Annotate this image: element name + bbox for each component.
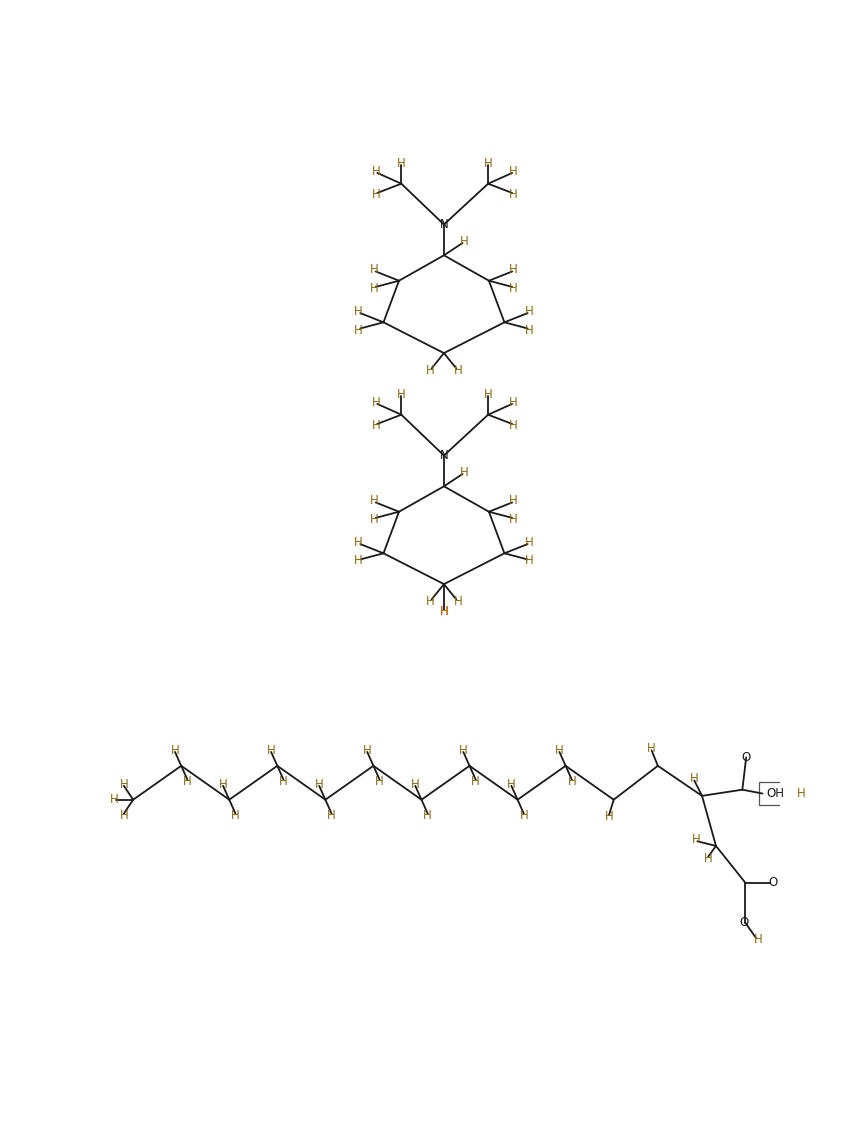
Text: H: H — [279, 775, 288, 787]
Text: O: O — [769, 876, 778, 889]
Text: H: H — [509, 188, 518, 201]
Text: H: H — [355, 536, 363, 550]
Text: H: H — [440, 605, 448, 619]
Text: H: H — [183, 775, 192, 787]
Text: H: H — [797, 787, 805, 800]
Text: H: H — [426, 595, 434, 607]
Text: H: H — [171, 744, 179, 757]
Text: H: H — [370, 494, 379, 508]
Text: H: H — [525, 554, 533, 568]
Text: O: O — [741, 751, 751, 764]
Text: H: H — [371, 188, 380, 201]
Text: H: H — [704, 852, 713, 864]
Text: H: H — [397, 389, 406, 401]
Text: H: H — [327, 809, 336, 821]
Text: H: H — [525, 324, 533, 337]
Text: O: O — [740, 917, 748, 929]
Text: H: H — [315, 777, 323, 791]
Text: OH: OH — [766, 787, 784, 800]
Text: H: H — [231, 809, 240, 821]
Text: H: H — [267, 744, 276, 757]
Text: H: H — [525, 536, 533, 550]
Text: N: N — [440, 449, 448, 462]
Text: H: H — [355, 324, 363, 337]
Text: H: H — [218, 777, 227, 791]
Text: H: H — [525, 305, 533, 318]
Text: H: H — [453, 364, 462, 376]
Text: H: H — [507, 777, 516, 791]
Text: H: H — [371, 395, 380, 409]
Text: H: H — [370, 513, 379, 526]
Text: H: H — [426, 364, 434, 376]
Text: H: H — [460, 466, 468, 479]
Text: H: H — [355, 305, 363, 318]
Text: H: H — [371, 165, 380, 178]
Text: H: H — [604, 810, 613, 824]
Text: H: H — [397, 157, 406, 170]
Text: H: H — [509, 494, 518, 508]
Text: H: H — [423, 809, 432, 821]
Text: H: H — [509, 165, 518, 178]
Text: H: H — [484, 157, 492, 170]
Text: H: H — [509, 282, 518, 295]
Text: H: H — [692, 833, 701, 846]
Text: H: H — [375, 775, 384, 787]
Text: H: H — [363, 744, 372, 757]
Text: N: N — [440, 218, 448, 231]
Text: H: H — [440, 605, 448, 619]
Text: H: H — [411, 777, 420, 791]
Text: H: H — [509, 513, 518, 526]
Text: H: H — [555, 744, 564, 757]
Text: H: H — [120, 809, 128, 821]
Text: H: H — [648, 742, 656, 756]
Text: H: H — [460, 235, 468, 248]
Text: H: H — [110, 793, 119, 807]
Text: H: H — [120, 777, 128, 791]
Text: H: H — [370, 282, 379, 295]
Text: H: H — [567, 775, 577, 787]
FancyBboxPatch shape — [759, 782, 790, 806]
Text: H: H — [509, 395, 518, 409]
Text: H: H — [509, 264, 518, 276]
Text: H: H — [509, 419, 518, 432]
Text: H: H — [355, 554, 363, 568]
Text: H: H — [690, 773, 699, 785]
Text: H: H — [484, 389, 492, 401]
Text: H: H — [453, 595, 462, 607]
Text: H: H — [371, 419, 380, 432]
Text: H: H — [519, 809, 528, 821]
Text: H: H — [459, 744, 467, 757]
Text: H: H — [370, 264, 379, 276]
Text: H: H — [472, 775, 480, 787]
Text: H: H — [753, 934, 762, 946]
